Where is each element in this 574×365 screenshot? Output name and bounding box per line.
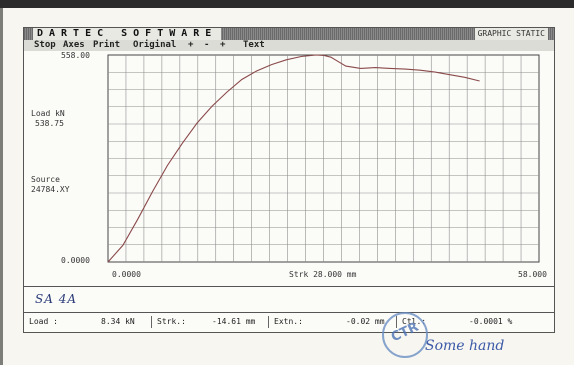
mode-label: GRAPHIC STATIC <box>474 28 548 40</box>
sample-id-handwritten: SA 4A <box>35 292 78 306</box>
source-value: 24784.XY <box>31 185 70 194</box>
stamp-text: CTR <box>388 319 422 346</box>
status-load-value: 8.34 kN <box>101 317 135 326</box>
status-separator <box>268 316 269 328</box>
load-curve <box>107 54 480 263</box>
menu-item-plus[interactable]: + <box>220 40 226 50</box>
status-separator <box>151 316 152 328</box>
menu-item-zoom-in[interactable]: + <box>188 40 194 50</box>
plot-area: 558.00 Load kN 538.75 Source 24784.XY 0.… <box>24 51 554 286</box>
load-stroke-chart <box>107 54 540 263</box>
page-top-edge <box>0 0 574 8</box>
x-max-label: 58.000 <box>518 270 547 279</box>
y-max-label: 558.00 <box>61 51 90 60</box>
load-axis-label: Load kN <box>31 109 65 118</box>
menu-item-stop[interactable]: Stop <box>34 40 56 50</box>
sample-id-row: SA 4A <box>24 286 554 313</box>
page-left-edge <box>0 8 3 365</box>
printout-frame: DARTEC SOFTWARE GRAPHIC STATIC Stop Axes… <box>23 27 555 333</box>
status-extn-label: Extn.: <box>274 317 303 326</box>
menu-item-zoom-out[interactable]: - <box>204 40 210 50</box>
signature: Some hand <box>425 338 505 354</box>
status-strk-label: Strk.: <box>157 317 186 326</box>
menu-item-print[interactable]: Print <box>93 40 121 50</box>
menu-item-axes[interactable]: Axes <box>63 40 85 50</box>
inspection-stamp: CTR <box>382 312 428 358</box>
source-label: Source <box>31 175 60 184</box>
status-load-label: Load : <box>29 317 58 326</box>
title-bar: DARTEC SOFTWARE GRAPHIC STATIC <box>24 28 554 40</box>
load-value: 538.75 <box>35 119 64 128</box>
x-axis-label: Strk 28.000 mm <box>289 270 357 279</box>
menu-item-original[interactable]: Original <box>133 40 177 50</box>
x-min-label: 0.0000 <box>112 270 141 279</box>
menu-item-text[interactable]: Text <box>243 40 265 50</box>
app-title: DARTEC SOFTWARE <box>33 28 222 40</box>
status-strk-value: -14.61 mm <box>212 317 256 326</box>
menu-bar: Stop Axes Print Original + - + Text <box>24 40 554 51</box>
status-bar: Load : 8.34 kN Strk.: -14.61 mm Extn.: -… <box>24 314 554 330</box>
status-extn-value: -0.02 mm <box>346 317 385 326</box>
status-ctl-value: -0.0001 % <box>469 317 513 326</box>
y-min-label: 0.0000 <box>61 256 90 265</box>
